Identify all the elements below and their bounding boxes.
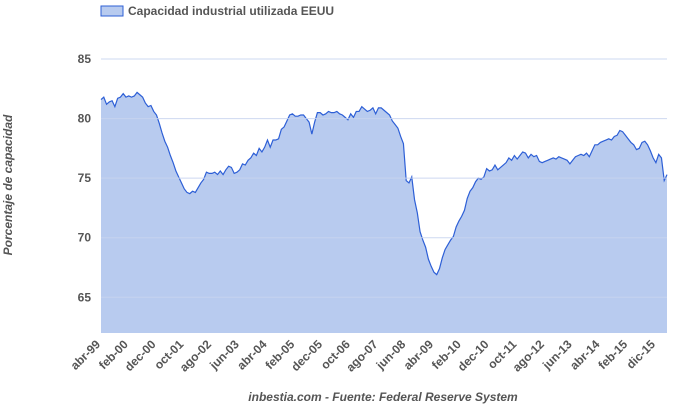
x-tick-label: jun-03: [206, 337, 242, 373]
x-tick-label: ago-12: [510, 337, 547, 374]
line: [100, 91, 668, 276]
source-note: inbestia.com - Fuente: Federal Reserve S…: [248, 390, 518, 404]
x-tick-label: dec-10: [455, 337, 492, 374]
area-fill: [101, 92, 667, 333]
y-tick-label: 85: [78, 52, 92, 66]
legend-label: Capacidad industrial utilizada EEUU: [128, 4, 334, 18]
x-tick-label: jun-13: [539, 337, 575, 373]
x-tick-label: feb-15: [595, 337, 630, 372]
x-tick-label: abr-04: [234, 337, 270, 373]
x-tick-label: dec-00: [122, 337, 159, 374]
y-tick-label: 65: [78, 290, 92, 304]
y-tick-label: 75: [78, 171, 92, 185]
legend-swatch: [100, 5, 124, 17]
x-tick-label: ago-02: [177, 337, 214, 374]
x-tick-label: jun-08: [373, 337, 409, 373]
y-tick-label: 70: [78, 231, 92, 245]
y-tick-label: 80: [78, 112, 92, 126]
x-tick-label: ago-07: [343, 337, 380, 374]
x-tick-label: abr-99: [68, 337, 104, 373]
x-tick-label: abr-09: [401, 337, 437, 373]
x-tick-label: dic-15: [624, 337, 659, 372]
x-tick-label: dec-05: [288, 337, 325, 374]
y-axis-label: Porcentaje de capacidad: [1, 114, 15, 255]
x-tick-label: abr-14: [567, 337, 603, 373]
